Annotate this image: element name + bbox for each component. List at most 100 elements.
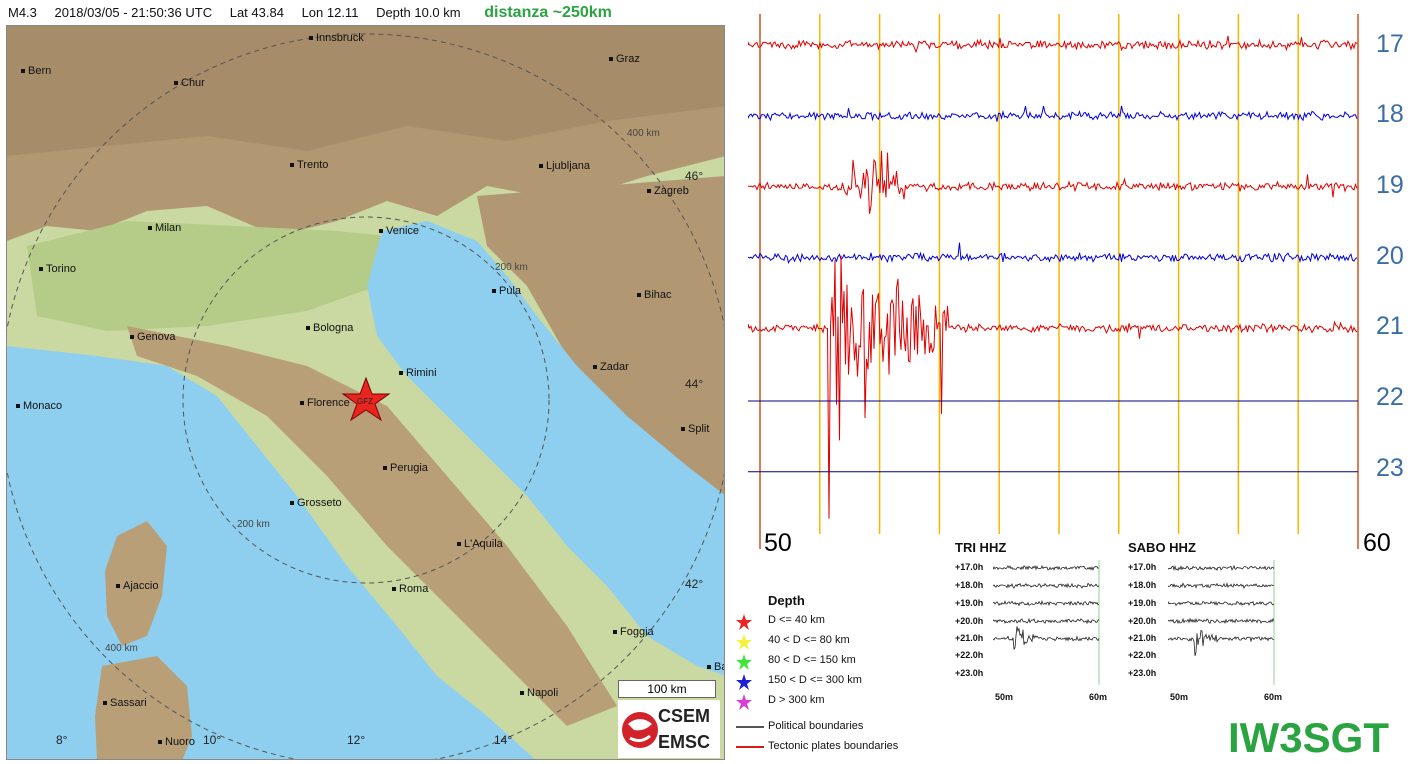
mini-row-label: +17.0h bbox=[1128, 562, 1157, 572]
logo-csem: CSEM bbox=[658, 706, 711, 726]
lat-label: 44° bbox=[685, 377, 704, 391]
city-label: Trento bbox=[290, 159, 328, 171]
mini-row-label: +20.0h bbox=[1128, 616, 1157, 626]
epicenter-label: GFZ bbox=[357, 397, 373, 406]
trace-line bbox=[748, 255, 1358, 519]
globe-icon bbox=[622, 712, 658, 748]
star-red-icon bbox=[736, 614, 752, 630]
station-callsign: IW3SGT bbox=[1228, 714, 1390, 761]
mini-trace bbox=[993, 626, 1100, 651]
city-label: Napoli bbox=[520, 687, 558, 699]
lon-label: 14° bbox=[494, 733, 513, 747]
city-label: L'Aquila bbox=[457, 538, 503, 550]
seismogram bbox=[748, 14, 1359, 549]
legend-item: 150 < D <= 300 km bbox=[736, 674, 862, 693]
ring-label: 400 km bbox=[105, 643, 138, 654]
mini-trace bbox=[1168, 617, 1275, 625]
mini-trace bbox=[1168, 629, 1275, 657]
distance-label: distanza ~250km bbox=[484, 4, 612, 21]
mini-row-label: +23.0h bbox=[1128, 668, 1157, 678]
lat-label: 46° bbox=[685, 169, 704, 183]
trace-line bbox=[748, 105, 1358, 122]
mini-x-label: 60m bbox=[1089, 692, 1108, 702]
logo-emsc: EMSC bbox=[658, 732, 711, 752]
mini-row-label: +20.0h bbox=[955, 616, 984, 626]
legend-line-political: Political boundaries bbox=[736, 720, 946, 734]
legend-label: 80 < D <= 150 km bbox=[768, 654, 856, 666]
event-datetime: 2018/03/05 - 21:50:36 UTC bbox=[54, 5, 213, 20]
legend-item: 40 < D <= 80 km bbox=[736, 634, 850, 653]
city-label: Florence bbox=[300, 397, 350, 409]
city-label: Graz bbox=[609, 53, 640, 65]
hour-label: 19 bbox=[1376, 171, 1404, 199]
mini-trace bbox=[1168, 582, 1275, 589]
mini-row-label: +22.0h bbox=[955, 650, 984, 660]
mini-trace bbox=[993, 600, 1100, 607]
city-label: Pula bbox=[492, 285, 521, 297]
hour-label: 21 bbox=[1376, 312, 1404, 340]
mini-x-label: 50m bbox=[1170, 692, 1189, 702]
mini-row-label: +21.0h bbox=[955, 633, 984, 643]
mini-helicorder-tri bbox=[993, 560, 1100, 685]
legend-label: Political boundaries bbox=[768, 720, 864, 732]
legend-label: D <= 40 km bbox=[768, 614, 825, 626]
city-label: Ljubljana bbox=[539, 160, 590, 172]
mini-trace bbox=[993, 617, 1100, 625]
ring-label: 200 km bbox=[237, 519, 270, 530]
legend-label: 40 < D <= 80 km bbox=[768, 634, 850, 646]
city-label: Ba bbox=[707, 661, 724, 673]
hour-label: 20 bbox=[1376, 242, 1404, 270]
city-label: Bern bbox=[21, 65, 51, 77]
mini-trace bbox=[1168, 564, 1275, 572]
trace-line bbox=[748, 35, 1358, 54]
hour-label: 22 bbox=[1376, 383, 1404, 411]
mini-row-label: +17.0h bbox=[955, 562, 984, 572]
lon-label: 12° bbox=[347, 733, 366, 747]
mini-row-label: +22.0h bbox=[1128, 650, 1157, 660]
trace-line bbox=[748, 242, 1358, 265]
city-label: Innsbruck bbox=[309, 32, 364, 44]
event-lon: Lon 12.11 bbox=[301, 5, 359, 20]
political-line-icon bbox=[736, 726, 764, 728]
legend-title: Depth bbox=[768, 593, 805, 608]
hour-label: 18 bbox=[1376, 100, 1404, 128]
mini-row-label: +18.0h bbox=[955, 580, 984, 590]
hour-label: 17 bbox=[1376, 30, 1404, 58]
mini-x-label: 50m bbox=[995, 692, 1014, 702]
city-label: Sassari bbox=[103, 697, 147, 709]
lat-label: 42° bbox=[685, 577, 704, 591]
ring-label: 400 km bbox=[627, 128, 660, 139]
epicenter-map[interactable]: Innsbruck Bern Chur Graz Trento Ljubljan… bbox=[6, 25, 725, 760]
mini-trace bbox=[1168, 600, 1275, 607]
city-label: Chur bbox=[174, 77, 205, 89]
trace-line bbox=[748, 150, 1358, 214]
city-label: Monaco bbox=[16, 400, 62, 412]
event-depth: Depth 10.0 km bbox=[376, 5, 461, 20]
epicenter-star bbox=[341, 376, 391, 422]
mini-row-label: +23.0h bbox=[955, 668, 984, 678]
csem-emsc-logo: CSEM EMSC bbox=[618, 700, 720, 758]
legend-label: 150 < D <= 300 km bbox=[768, 674, 862, 686]
lon-label: 10° bbox=[203, 733, 222, 747]
city-label: Split bbox=[681, 423, 709, 435]
city-label: Ajaccio bbox=[116, 580, 158, 592]
city-label: Perugia bbox=[383, 462, 428, 474]
magnitude: M4.3 bbox=[8, 5, 37, 20]
mini-x-label: 60m bbox=[1264, 692, 1283, 702]
city-label: Bihac bbox=[637, 289, 672, 301]
city-label: Genova bbox=[130, 331, 176, 343]
city-label: Torino bbox=[39, 263, 76, 275]
mini-title: TRI HHZ bbox=[955, 540, 1007, 555]
legend-label: Tectonic plates boundaries bbox=[768, 740, 899, 752]
legend-label: D > 300 km bbox=[768, 694, 825, 706]
city-label: Bologna bbox=[306, 322, 353, 334]
tectonic-line-icon bbox=[736, 746, 764, 748]
minute-end-label: 60 bbox=[1363, 529, 1391, 557]
star-yellow-icon bbox=[736, 634, 752, 650]
legend-item: D > 300 km bbox=[736, 694, 825, 713]
city-label: Zagreb bbox=[647, 185, 689, 197]
event-header: M4.3 2018/03/05 - 21:50:36 UTC Lat 43.84… bbox=[8, 4, 626, 22]
star-blue-icon bbox=[736, 674, 752, 690]
city-label: Venice bbox=[379, 225, 419, 237]
legend-line-tectonic: Tectonic plates boundaries bbox=[736, 740, 946, 754]
